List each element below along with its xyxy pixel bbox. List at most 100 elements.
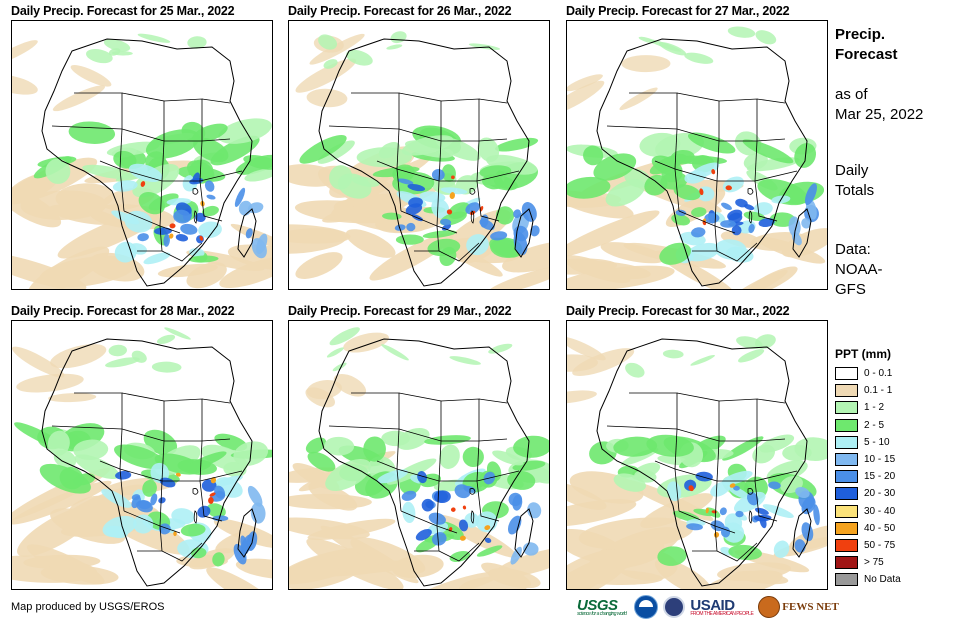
heavy-rain-area [214,485,226,499]
dry-area [289,228,347,254]
rain-area [593,153,637,181]
heavy-rain-area [415,528,432,541]
rain-area [754,334,776,349]
rain-area [133,514,154,534]
rain-area [247,485,263,507]
usgs-logo-text: USGS [577,597,618,614]
heavy-rain-area [720,526,731,538]
side-totals: Daily Totals [835,161,874,201]
rain-area [613,473,646,492]
rain-area [672,510,700,522]
rain-area [687,132,736,154]
rain-area [583,145,604,166]
rain-area [489,237,522,258]
dry-area [567,390,597,404]
rain-area [329,327,360,346]
rain-area [673,155,727,165]
lake-outline [748,510,753,524]
country-border [123,210,163,252]
rain-area [325,458,371,491]
heavy-rain-area [204,180,215,192]
rain-area [234,187,246,207]
extreme-rain-cell [173,531,177,537]
dry-area [305,387,336,408]
rain-area [332,362,347,372]
dry-area [333,373,367,397]
rain-area [198,221,222,238]
panel-title: Daily Precip. Forecast for 29 Mar., 2022 [288,304,512,318]
ppt-legend: PPT (mm) 0 - 0.1 0.1 - 1 1 - 2 2 - 5 5 - 10 1… [835,347,945,588]
rain-area [143,252,171,265]
africa-coastline [41,38,253,287]
africa-coastline [596,38,808,287]
rain-area [721,470,753,486]
rain-area [513,435,549,458]
country-border [119,428,123,470]
heavy-rain-area [484,537,492,543]
country-border [199,480,223,522]
heavy-rain-area [159,477,176,488]
heavy-rain-area [746,492,759,506]
precip-map [11,20,273,290]
extreme-rain-cell [169,233,174,239]
rain-area [108,344,128,357]
heavy-rain-area [195,212,206,223]
rain-area [185,451,227,471]
country-border [161,242,203,262]
dry-area [206,567,272,589]
heavy-rain-area [465,202,480,215]
dry-area [567,192,622,208]
legend-row: 0.1 - 1 [835,382,945,399]
legend-row: 20 - 30 [835,485,945,502]
rain-area [324,436,355,456]
legend-row: 10 - 15 [835,451,945,468]
heavy-rain-area [406,222,416,232]
rain-area [684,170,707,184]
country-border [351,392,400,429]
rain-area [243,155,272,170]
africa-precip-svg [289,31,549,289]
rain-area [212,552,225,567]
usaid-logo: USAID FROM THE AMERICAN PEOPLE [690,597,753,617]
rain-area [773,540,790,558]
lake-outline [747,188,754,195]
rain-area [326,347,344,358]
africa-precip-svg [567,334,827,589]
dry-area [729,269,788,289]
precip-map [566,320,828,590]
dry-area [567,499,637,527]
heavy-rain-area [458,519,469,532]
dry-area [619,87,658,111]
lake-outline [193,510,198,524]
rain-area [495,206,515,225]
dry-area [12,74,38,95]
rain-area [187,36,207,49]
heavy-rain-area [695,471,713,482]
heavy-rain-area [408,197,423,208]
country-border [121,92,165,141]
rain-area [782,444,812,462]
legend-label: 2 - 5 [864,419,885,431]
legend-row: No Data [835,571,945,588]
heavy-rain-area [131,496,141,509]
rain-area [662,349,684,359]
heavy-rain-area [759,515,767,529]
dry-area [39,255,136,288]
dry-area [50,344,107,369]
dry-area [502,240,549,273]
country-border [478,398,508,404]
africa-coastline [596,338,808,587]
rain-area [495,137,539,152]
rain-area [372,166,420,178]
country-border [756,398,786,404]
dry-area [306,88,348,108]
madagascar-coastline [514,208,534,258]
rain-area [513,231,528,256]
rain-area [323,59,338,69]
rain-area [402,501,416,524]
noaa-logo-icon [634,595,659,619]
rain-area [45,158,71,184]
country-border [199,180,223,222]
rain-area [86,49,113,64]
rain-area [477,137,500,163]
